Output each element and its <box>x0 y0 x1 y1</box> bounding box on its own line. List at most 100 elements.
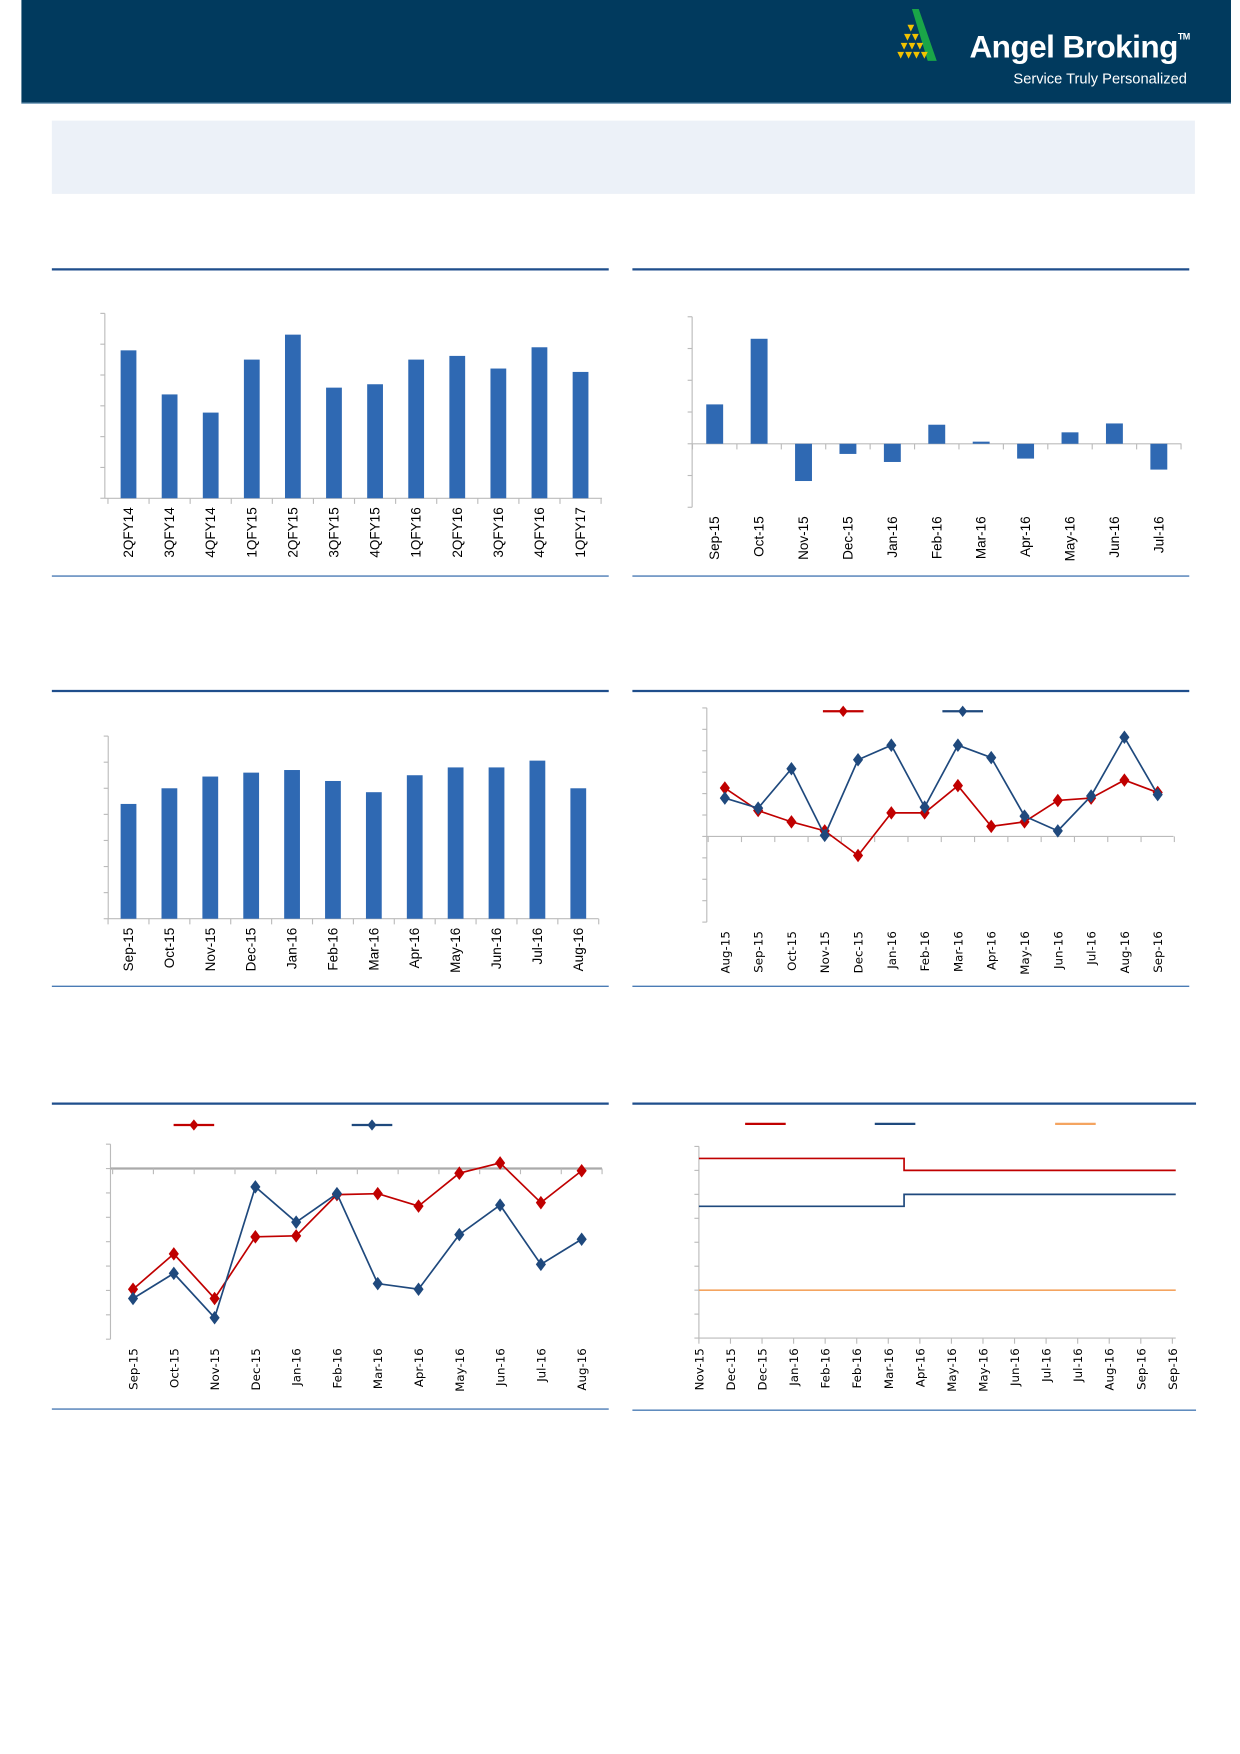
x-tick-label: Sep-15 <box>707 516 722 560</box>
bar <box>367 384 383 499</box>
x-tick-label: Dec-15 <box>756 1348 770 1390</box>
bar <box>202 776 219 919</box>
data-point-marker <box>1119 730 1130 745</box>
x-tick-label: Sep-16 <box>1166 1348 1180 1390</box>
x-tick-label: Sep-16 <box>1134 1348 1148 1390</box>
header-banner: Angel BrokingTM Service Truly Personaliz… <box>21 0 1231 104</box>
chart-5: Sep-15 Oct-15 Nov-15 Dec-15 Jan-16 Feb-16 Mar-… <box>51 1102 609 1410</box>
data-point-marker <box>576 1232 587 1247</box>
x-tick-label: Feb-16 <box>850 1348 864 1388</box>
data-point-marker <box>852 752 864 767</box>
bar <box>202 412 219 499</box>
x-tick-label: Feb-16 <box>330 1348 344 1388</box>
series-line <box>724 779 1159 857</box>
summary-box <box>51 120 1195 194</box>
x-tick-label: Oct-15 <box>162 928 177 969</box>
x-tick-label: 3QFY16 <box>491 507 506 557</box>
bar <box>161 788 178 919</box>
x-tick-label: Nov-15 <box>692 1348 706 1390</box>
x-tick-label: Apr-16 <box>985 931 999 970</box>
x-tick-label: Mar-16 <box>366 928 381 971</box>
x-tick-label: Jun-16 <box>1107 516 1122 557</box>
brand-name: Angel BrokingTM <box>969 29 1190 65</box>
x-tick-label: Feb-16 <box>325 928 340 971</box>
data-point-marker <box>209 1291 220 1306</box>
x-tick-label: Jun-16 <box>489 928 504 969</box>
bar <box>1017 443 1035 459</box>
x-tick-label: Aug-15 <box>718 931 732 973</box>
x-tick-label: Nov-15 <box>208 1348 222 1390</box>
bar <box>284 334 301 499</box>
chart-6: Nov-15 Dec-15 Dec-15 Jan-16 Feb-16 Feb-16 Mar-… <box>632 1102 1197 1411</box>
x-tick-label: Aug-16 <box>571 928 586 972</box>
x-tick-label: Jan-16 <box>885 931 899 970</box>
x-tick-label: Sep-16 <box>1151 931 1165 973</box>
data-point-marker <box>495 1198 506 1212</box>
bar <box>325 780 341 919</box>
bar <box>1061 432 1079 444</box>
bar <box>572 371 589 499</box>
bar <box>706 404 724 444</box>
bar <box>1105 423 1123 444</box>
x-tick-label: Nov-15 <box>203 928 218 972</box>
x-tick-label: 3QFY15 <box>326 507 341 557</box>
x-tick-label: May-16 <box>976 1348 990 1392</box>
data-point-marker <box>331 1186 343 1201</box>
x-tick-label: 2QFY14 <box>121 507 136 558</box>
series-line <box>698 1193 1176 1208</box>
data-point-marker <box>535 1257 546 1272</box>
data-point-marker <box>535 1195 546 1210</box>
bar <box>447 767 464 919</box>
bar <box>839 443 857 454</box>
x-tick-label: Jul-16 <box>1040 1348 1054 1383</box>
data-point-marker <box>250 1180 261 1194</box>
x-tick-label: May-16 <box>1018 931 1032 975</box>
brand-tagline: Service Truly Personalized <box>1013 69 1187 87</box>
bar <box>795 443 812 482</box>
x-tick-label: Aug-16 <box>575 1348 589 1390</box>
data-point-marker <box>291 1215 302 1229</box>
data-point-marker <box>886 738 897 752</box>
legend-marker <box>189 1119 199 1131</box>
bar <box>408 359 425 499</box>
bar <box>529 760 546 919</box>
x-tick-label: 4QFY16 <box>532 507 547 557</box>
x-tick-label: 2QFY16 <box>450 507 465 557</box>
bar <box>120 350 137 499</box>
data-point-marker <box>454 1227 465 1242</box>
bar <box>365 792 382 919</box>
x-tick-label: Jul-16 <box>1071 1348 1085 1383</box>
bar <box>406 775 423 919</box>
bar <box>570 788 587 919</box>
x-tick-label: Oct-15 <box>785 931 799 971</box>
x-tick-label: Feb-16 <box>819 1348 833 1388</box>
data-point-marker <box>1119 773 1130 787</box>
x-tick-label: Jul-16 <box>1085 931 1099 966</box>
bar <box>488 767 505 919</box>
bar <box>883 443 901 462</box>
x-tick-label: Jul-16 <box>534 1348 548 1383</box>
x-tick-label: Nov-15 <box>818 931 832 973</box>
chart-3: Sep-15 Oct-15 Nov-15 Dec-15 Jan-16 Feb-16 Mar-… <box>51 689 609 988</box>
data-point-marker <box>372 1276 383 1291</box>
x-tick-label: Jun-16 <box>494 1348 508 1387</box>
chart-4: Aug-15 Sep-15 Oct-15 Nov-15 Dec-15 Jan-16 Feb-… <box>632 689 1190 988</box>
x-tick-label: 2QFY15 <box>285 507 300 557</box>
x-tick-label: Apr-16 <box>913 1348 927 1387</box>
x-tick-label: 1QFY15 <box>244 507 259 557</box>
data-point-marker <box>291 1229 302 1243</box>
x-tick-label: Dec-15 <box>852 931 866 973</box>
x-tick-label: Apr-16 <box>412 1348 426 1387</box>
x-tick-label: Aug-16 <box>1103 1348 1117 1390</box>
x-tick-label: Sep-15 <box>127 1348 141 1390</box>
x-tick-label: Oct-15 <box>167 1348 181 1388</box>
x-tick-label: Jun-16 <box>1008 1348 1022 1387</box>
data-point-marker <box>1152 787 1163 802</box>
x-tick-label: 1QFY16 <box>409 507 424 557</box>
chart-1: 2QFY14 3QFY14 4QFY14 1QFY15 2QFY15 3QFY15 4QFY… <box>51 268 609 577</box>
x-tick-label: 3QFY14 <box>162 507 177 558</box>
x-tick-label: May-16 <box>453 1348 467 1392</box>
series-line <box>132 1162 583 1300</box>
